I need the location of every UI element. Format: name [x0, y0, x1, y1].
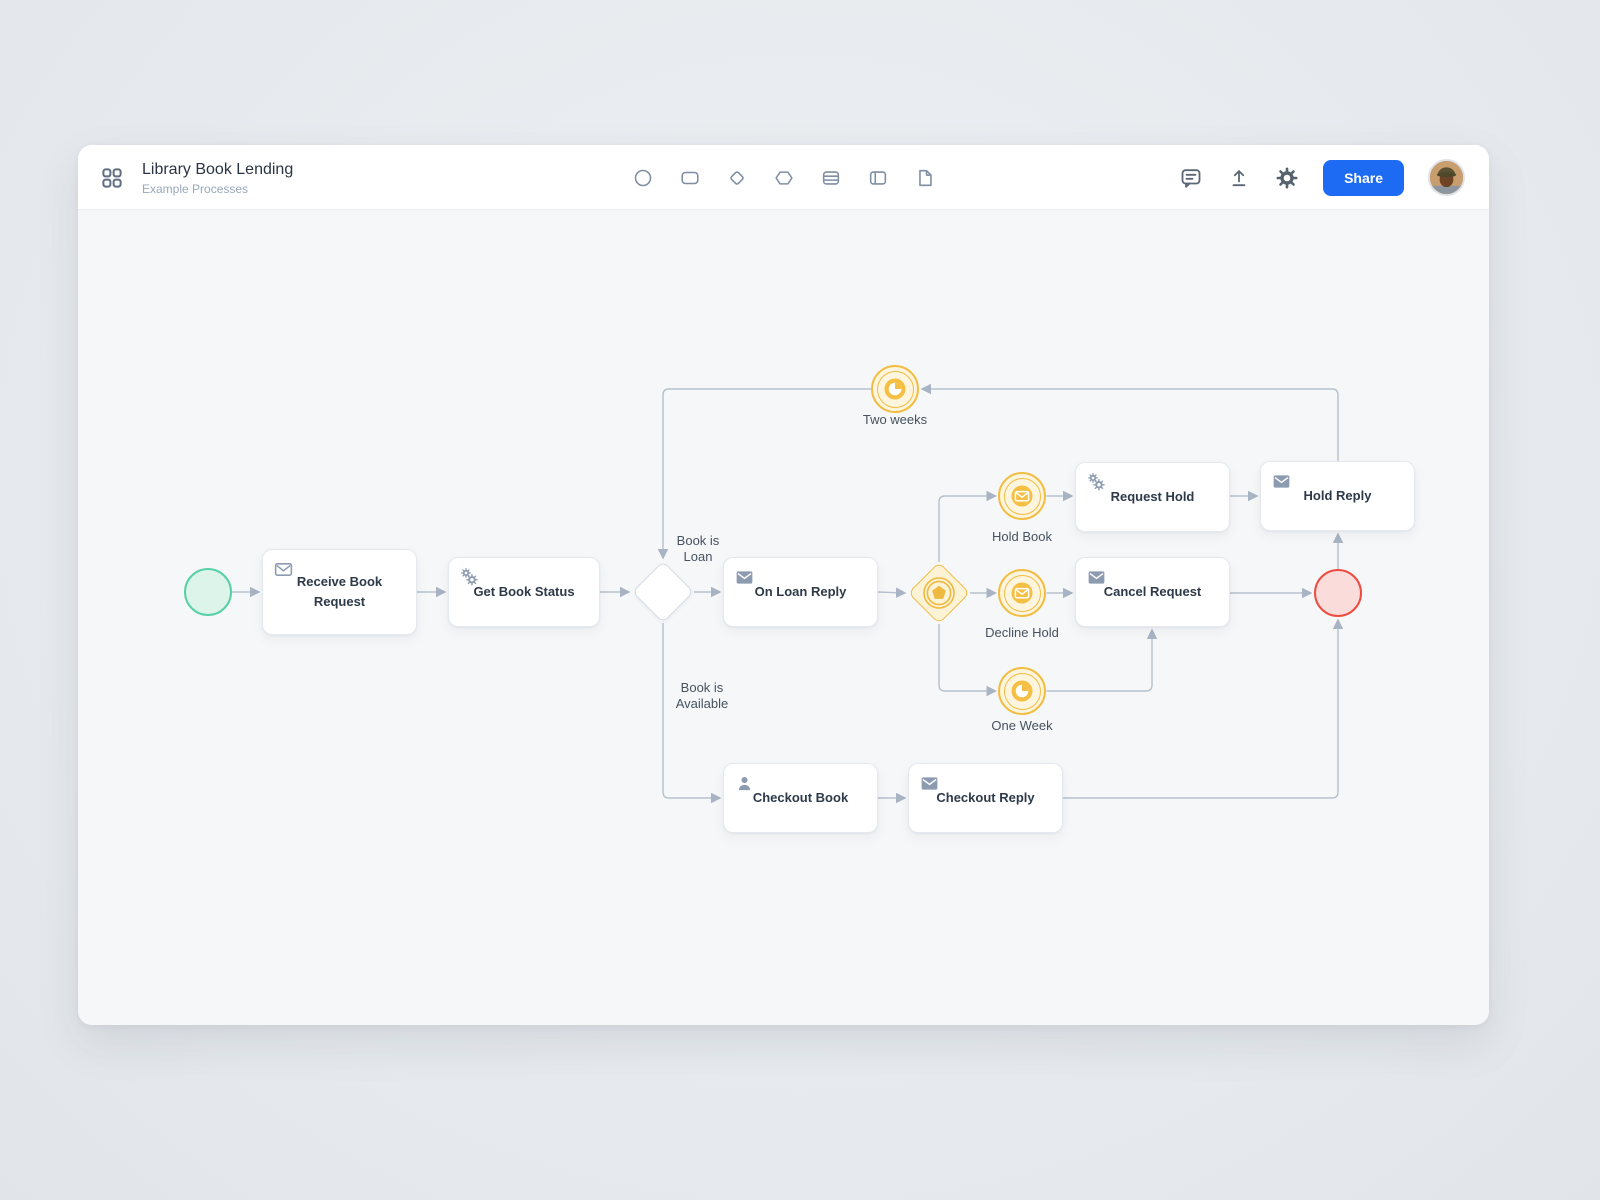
flow-label-book-is-available: Book is Available — [662, 680, 742, 712]
user-icon — [734, 773, 755, 794]
app-window: Library Book Lending Example Processes — [78, 145, 1489, 1025]
task-tool-icon[interactable] — [679, 167, 701, 189]
message-event-decline-hold[interactable] — [998, 569, 1046, 617]
event-inner-ring — [1003, 574, 1041, 612]
diagram-canvas[interactable]: Receive Book Request Get Book Status — [78, 210, 1489, 1025]
task-label: Checkout Book — [752, 789, 849, 805]
event-label: Hold Book — [992, 529, 1052, 544]
page-title: Library Book Lending — [142, 160, 294, 178]
data-store-tool-icon[interactable] — [820, 167, 842, 189]
event-label: Decline Hold — [985, 625, 1059, 640]
header-left: Library Book Lending Example Processes — [100, 145, 293, 210]
task-label: Receive Book Request — [296, 573, 383, 609]
task-checkout-reply[interactable]: Checkout Reply — [908, 763, 1063, 833]
message-filled-icon — [1271, 471, 1292, 492]
task-label: On Loan Reply — [754, 583, 847, 599]
timer-event-one-week[interactable] — [998, 667, 1046, 715]
task-get-book-status[interactable]: Get Book Status — [448, 557, 600, 627]
task-cancel-request[interactable]: Cancel Request — [1075, 557, 1230, 627]
header-actions: Share — [1179, 145, 1465, 210]
task-request-hold[interactable]: Request Hold — [1075, 462, 1230, 532]
end-event[interactable] — [1314, 569, 1362, 617]
task-label: Hold Reply — [1303, 487, 1372, 503]
event-inner-ring — [1003, 672, 1041, 710]
title-block: Library Book Lending Example Processes — [142, 160, 293, 196]
gears-icon — [459, 567, 480, 588]
event-tool-icon[interactable] — [632, 167, 654, 189]
timer-icon — [884, 378, 906, 400]
event-inner-ring — [876, 370, 914, 408]
event-label: One Week — [991, 718, 1053, 733]
flow-label-line: Book is — [676, 533, 720, 548]
event-inner-ring — [1003, 477, 1041, 515]
task-on-loan-reply[interactable]: On Loan Reply — [723, 557, 878, 627]
comments-icon[interactable] — [1179, 166, 1203, 190]
message-icon — [1011, 485, 1033, 507]
message-outline-icon — [273, 559, 294, 580]
flow-label-line: Book is — [680, 680, 724, 695]
timer-icon — [1011, 680, 1033, 702]
event-label: Two weeks — [862, 412, 928, 427]
message-filled-icon — [1086, 567, 1107, 588]
app-grid-icon[interactable] — [100, 166, 124, 190]
message-event-hold-book[interactable] — [998, 472, 1046, 520]
hexagon-tool-icon[interactable] — [773, 167, 795, 189]
message-filled-icon — [734, 567, 755, 588]
event-gateway-marker-icon — [923, 577, 955, 609]
task-label: Checkout Reply — [936, 789, 1035, 805]
exclusive-gateway[interactable] — [631, 560, 695, 624]
flow-label-line: Available — [675, 696, 729, 711]
timer-event-two-weeks[interactable] — [871, 365, 919, 413]
shape-palette — [632, 145, 936, 210]
data-object-tool-icon[interactable] — [914, 167, 936, 189]
task-receive-book-request[interactable]: Receive Book Request — [262, 549, 417, 635]
gateway-tool-icon[interactable] — [726, 167, 748, 189]
start-event[interactable] — [184, 568, 232, 616]
flow-label-book-is-loan: Book is Loan — [663, 533, 733, 565]
event-based-gateway[interactable] — [907, 561, 971, 625]
breadcrumb: Example Processes — [142, 181, 249, 196]
gears-icon — [1086, 472, 1107, 493]
app-header: Library Book Lending Example Processes — [78, 145, 1489, 210]
export-icon[interactable] — [1227, 166, 1251, 190]
message-filled-icon — [919, 773, 940, 794]
task-label: Get Book Status — [473, 583, 575, 599]
pool-tool-icon[interactable] — [867, 167, 889, 189]
task-label: Request Hold — [1110, 488, 1195, 504]
share-button[interactable]: Share — [1323, 159, 1404, 196]
task-hold-reply[interactable]: Hold Reply — [1260, 461, 1415, 531]
task-label: Cancel Request — [1103, 583, 1202, 599]
flow-label-line: Loan — [683, 549, 713, 564]
message-icon — [1011, 582, 1033, 604]
task-checkout-book[interactable]: Checkout Book — [723, 763, 878, 833]
gateway-diamond — [631, 560, 695, 624]
avatar[interactable] — [1428, 159, 1465, 196]
settings-icon[interactable] — [1275, 166, 1299, 190]
